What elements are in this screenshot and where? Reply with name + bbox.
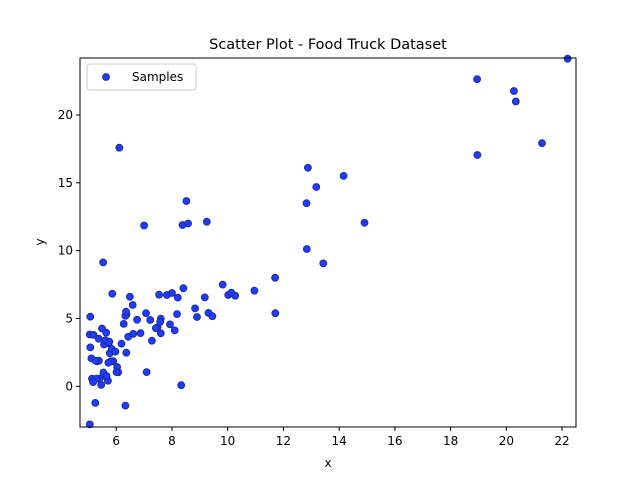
data-point: [125, 292, 134, 301]
data-point: [111, 347, 120, 356]
data-point: [304, 163, 312, 172]
data-point: [302, 245, 311, 253]
data-point: [142, 368, 151, 377]
x-tick-label: 8: [168, 434, 176, 448]
data-point: [227, 288, 236, 297]
x-tick-label: 10: [220, 434, 235, 448]
chart-title: Scatter Plot - Food Truck Dataset: [209, 37, 447, 53]
data-point: [151, 324, 160, 333]
y-axis-label: y: [33, 238, 47, 245]
data-point: [170, 326, 179, 335]
data-point: [179, 284, 188, 293]
y-tick-label: 5: [65, 311, 73, 325]
data-point: [117, 339, 126, 348]
data-point: [97, 381, 106, 389]
data-point: [122, 307, 130, 316]
data-point: [563, 54, 572, 63]
data-point: [86, 343, 95, 352]
legend-marker: [102, 73, 110, 81]
data-point: [91, 356, 100, 365]
data-point: [85, 420, 94, 429]
data-point: [473, 75, 482, 84]
data-point: [166, 320, 174, 329]
data-point: [360, 218, 369, 227]
data-point: [173, 293, 182, 302]
data-point: [128, 301, 137, 309]
data-point: [105, 337, 114, 346]
legend-label: Samples: [132, 70, 183, 84]
data-point: [155, 290, 164, 299]
data-point: [510, 87, 518, 95]
x-tick-label: 6: [112, 434, 120, 448]
x-tick-label: 12: [276, 434, 291, 448]
data-point: [250, 286, 259, 295]
data-point: [271, 309, 280, 318]
data-point: [108, 289, 117, 298]
data-point: [271, 273, 280, 282]
y-axis-ticks: 0 5 10 15 20: [58, 108, 80, 393]
data-point: [142, 309, 150, 318]
data-point: [182, 197, 191, 205]
data-point: [202, 217, 211, 226]
data-point: [218, 280, 227, 289]
x-tick-label: 16: [387, 434, 402, 448]
data-point: [89, 378, 97, 387]
data-point: [122, 348, 131, 357]
data-point: [193, 313, 201, 321]
data-point: [89, 331, 98, 339]
points-layer: [85, 54, 572, 429]
data-point: [184, 219, 193, 228]
y-tick-label: 20: [58, 108, 73, 122]
data-point: [511, 97, 520, 106]
data-point: [538, 139, 546, 148]
y-tick-label: 0: [65, 379, 73, 393]
data-point: [91, 399, 100, 407]
y-tick-label: 15: [58, 176, 73, 190]
plot-frame: [79, 57, 577, 428]
data-point: [319, 259, 328, 268]
data-point: [102, 328, 111, 337]
x-axis-label: x: [324, 456, 331, 470]
data-point: [133, 315, 142, 324]
data-point: [112, 368, 121, 377]
data-point: [86, 312, 95, 321]
data-point: [173, 310, 181, 319]
data-point: [119, 320, 128, 328]
data-point: [129, 330, 138, 338]
legend-box: [86, 63, 197, 91]
data-point: [148, 336, 156, 345]
data-point: [177, 381, 186, 390]
data-point: [168, 289, 176, 297]
data-point: [136, 329, 145, 338]
y-tick-label: 10: [58, 244, 73, 258]
data-point: [339, 172, 348, 180]
data-point: [104, 358, 113, 367]
data-point: [156, 329, 165, 338]
x-tick-label: 14: [332, 434, 347, 448]
data-point: [208, 312, 217, 321]
data-point: [146, 316, 155, 324]
x-tick-label: 20: [499, 434, 514, 448]
data-point: [115, 143, 124, 152]
x-tick-label: 22: [554, 434, 569, 448]
x-tick-label: 18: [443, 434, 458, 448]
data-point: [312, 183, 321, 191]
data-point: [156, 317, 165, 326]
data-point: [102, 372, 111, 380]
data-point: [121, 401, 130, 410]
data-point: [200, 293, 209, 302]
data-point: [302, 199, 311, 208]
data-point: [473, 151, 482, 159]
data-point: [140, 221, 149, 230]
data-point: [99, 258, 107, 267]
data-point: [191, 304, 200, 313]
x-axis-ticks: 6 8 10 12 14 16 18 20 22: [112, 427, 570, 448]
legend: Samples: [86, 63, 197, 91]
